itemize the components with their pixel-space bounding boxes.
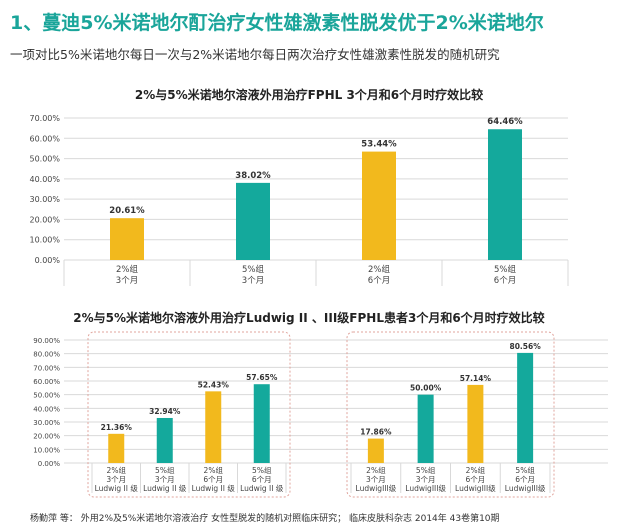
x-category-label: 5%组	[242, 264, 264, 275]
bar	[467, 384, 484, 463]
bar	[362, 151, 396, 260]
x-category-label: 5%组	[494, 264, 516, 275]
data-label: 20.61%	[109, 206, 145, 216]
y-tick-label: 10.00%	[29, 236, 60, 245]
y-tick-label: 20.00%	[29, 215, 60, 224]
x-category-label: Ludwig II 级	[192, 483, 236, 493]
bar	[517, 352, 534, 463]
bar	[488, 129, 522, 260]
bar	[253, 384, 270, 463]
x-category-label: 2%组	[116, 264, 138, 275]
x-category-label: LudwigIII级	[505, 483, 546, 493]
data-label: 53.44%	[361, 140, 397, 150]
y-tick-label: 60.00%	[33, 378, 60, 386]
x-category-label: 3个月	[366, 475, 386, 484]
data-label: 32.94%	[149, 407, 181, 416]
group-box	[87, 331, 291, 498]
chart2-title: 2%与5%米诺地尔溶液外用治疗Ludwig II 、III级FPHL患者3个月和…	[73, 311, 545, 325]
x-category-label: 3个月	[106, 475, 126, 484]
page-subtitle: 一项对比5%米诺地尔每日一次与2%米诺地尔每日两次治疗女性雄激素性脱发的随机研究	[10, 47, 500, 62]
y-tick-label: 20.00%	[33, 433, 60, 441]
x-category-label: 2%组	[466, 465, 486, 475]
data-label: 80.56%	[510, 342, 542, 351]
x-category-label: 3个月	[155, 475, 175, 484]
bar	[110, 218, 144, 260]
x-category-label: 5%组	[155, 465, 175, 475]
data-label: 57.14%	[460, 374, 492, 383]
x-category-label: 5%组	[515, 465, 535, 475]
x-category-label: 2%组	[368, 264, 390, 275]
y-tick-label: 40.00%	[29, 175, 60, 184]
x-category-label: Ludwig II 级	[240, 483, 284, 493]
x-category-label: 3个月	[242, 276, 264, 286]
data-label: 52.43%	[198, 380, 230, 389]
data-label: 17.86%	[360, 428, 392, 437]
bar	[417, 394, 434, 463]
y-tick-label: 70.00%	[29, 114, 60, 123]
bar	[236, 182, 270, 260]
y-tick-label: 50.00%	[29, 155, 60, 164]
x-category-label: 5%组	[416, 465, 436, 475]
x-category-label: 6个月	[252, 475, 272, 484]
x-category-label: 2%组	[107, 465, 127, 475]
chart1-title: 2%与5%米诺地尔溶液外用治疗FPHL 3个月和6个月时疗效比较	[134, 88, 484, 102]
bar	[108, 433, 125, 463]
group-box	[346, 331, 555, 498]
y-tick-label: 40.00%	[33, 405, 60, 413]
y-tick-label: 30.00%	[29, 195, 60, 204]
y-tick-label: 0.00%	[38, 460, 61, 468]
y-tick-label: 80.00%	[33, 351, 60, 359]
y-tick-label: 70.00%	[33, 364, 60, 372]
x-category-label: 3个月	[416, 475, 436, 484]
source-note: 杨勤萍 等： 外用2%及5%米诺地尔溶液治疗 女性型脱发的随机对照临床研究； 临…	[30, 514, 500, 524]
y-tick-label: 60.00%	[29, 134, 60, 143]
data-label: 38.02%	[235, 171, 271, 181]
x-category-label: 5%组	[252, 465, 272, 475]
x-category-label: 6个月	[465, 475, 485, 484]
x-category-label: 6个月	[203, 475, 223, 484]
x-category-label: 2%组	[204, 465, 224, 475]
bar	[205, 391, 222, 463]
bar	[156, 417, 173, 463]
x-category-label: Ludwig II 级	[143, 483, 187, 493]
data-label: 64.46%	[487, 117, 523, 127]
y-tick-label: 10.00%	[33, 446, 60, 454]
x-category-label: 6个月	[494, 276, 516, 286]
x-category-label: LudwigIII级	[455, 483, 496, 493]
data-label: 57.65%	[246, 373, 278, 382]
y-tick-label: 0.00%	[35, 256, 61, 265]
data-label: 21.36%	[101, 423, 133, 432]
x-category-label: 3个月	[116, 276, 138, 286]
x-category-label: LudwigIII级	[405, 483, 446, 493]
x-category-label: 6个月	[515, 475, 535, 484]
y-tick-label: 90.00%	[33, 337, 60, 345]
y-tick-label: 30.00%	[33, 419, 60, 427]
bar	[367, 438, 384, 463]
page-title: 1、蔓迪5%米诺地尔酊治疗女性雄激素性脱发优于2%米诺地尔	[10, 12, 544, 34]
y-tick-label: 50.00%	[33, 392, 60, 400]
x-category-label: 2%组	[366, 465, 386, 475]
x-category-label: 6个月	[368, 276, 390, 286]
x-category-label: LudwigIII级	[356, 483, 397, 493]
x-category-label: Ludwig II 级	[95, 483, 139, 493]
data-label: 50.00%	[410, 384, 442, 393]
